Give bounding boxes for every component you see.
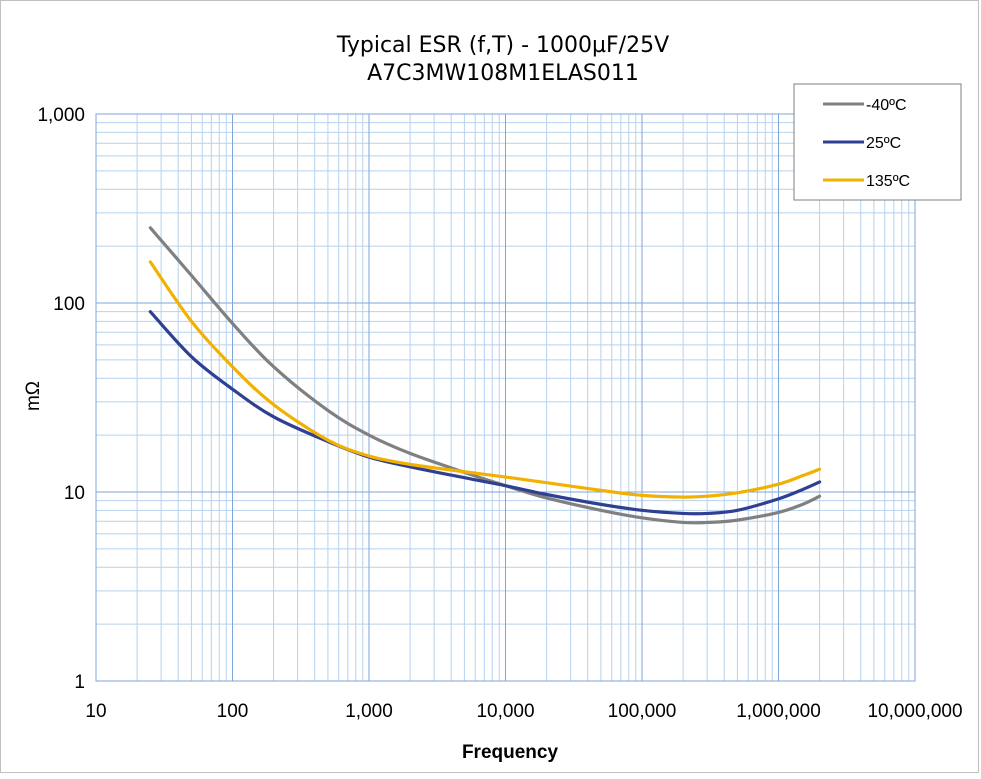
x-tick-label: 10,000: [476, 701, 534, 722]
x-tick-label: 10,000,000: [867, 701, 962, 722]
x-tick-label: 100,000: [608, 701, 677, 722]
plot-border: [95, 113, 916, 682]
legend: -40ºC 25ºC 135ºC: [793, 83, 962, 201]
legend-label-2: 135ºC: [866, 173, 910, 190]
y-tick-label: 10: [64, 483, 85, 504]
x-tick-label: 10: [85, 701, 106, 722]
series-line-1: [148, 310, 822, 516]
legend-label-1: 25ºC: [866, 135, 901, 152]
x-tick-label: 100: [217, 701, 249, 722]
chart-title: Typical ESR (f,T) - 1000µF/25V: [336, 33, 669, 58]
series-layer: [148, 226, 822, 525]
legend-box: [793, 83, 962, 201]
series-line-2: [148, 260, 822, 499]
x-tick-label: 1,000,000: [736, 701, 821, 722]
x-tick-label: 1,000: [345, 701, 393, 722]
chart-subtitle: A7C3MW108M1ELAS011: [367, 61, 639, 86]
y-axis-label: mΩ: [23, 381, 44, 411]
legend-label-0: -40ºC: [866, 97, 907, 114]
y-tick-label: 1: [74, 672, 85, 693]
x-tick-labels: 10 100 1,000 10,000 100,000 1,000,000 10,000,0…: [85, 701, 962, 722]
series-line-0: [148, 226, 822, 525]
y-tick-labels: 1 10 100 1,000: [37, 105, 85, 693]
y-tick-label: 1,000: [37, 105, 85, 126]
x-axis-label: Frequency: [462, 742, 559, 763]
y-tick-label: 100: [53, 294, 85, 315]
